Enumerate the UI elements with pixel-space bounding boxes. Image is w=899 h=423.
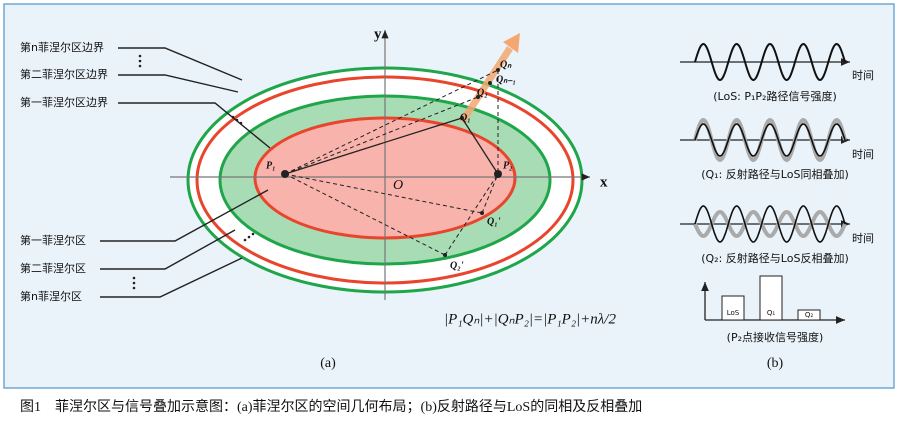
- bar: [797, 309, 821, 321]
- bar-label: Q₁: [767, 309, 776, 317]
- qn-label: Qₙ: [500, 59, 512, 70]
- qn-1-label: Qₙ₋₁: [496, 74, 516, 85]
- left-label: 第二菲涅尔区边界: [20, 67, 108, 81]
- wave: [694, 42, 846, 82]
- wave-caption: (Q₂: 反射路径与LoS反相叠加): [701, 251, 849, 265]
- left-label: 第一菲涅尔区: [20, 233, 86, 247]
- waves: [680, 42, 850, 243]
- panel-b-label: (b): [767, 356, 784, 371]
- origin-label: O: [393, 178, 403, 193]
- wave: [694, 205, 846, 243]
- x-label: x: [600, 174, 608, 190]
- bar: [721, 295, 745, 321]
- p2-dot: [494, 170, 502, 178]
- p2-label: P₂: [503, 160, 513, 171]
- time-label: 时间: [852, 69, 874, 82]
- time-label: 时间: [852, 232, 874, 245]
- p1-dot: [281, 170, 289, 178]
- direction-arrowhead: [503, 33, 520, 53]
- time-label: 时间: [852, 148, 874, 161]
- wave: [693, 209, 847, 239]
- paths: [284, 69, 499, 256]
- q2-label: Q₂: [477, 87, 488, 98]
- figure-caption: 图1 菲涅尔区与信号叠加示意图：(a)菲涅尔区的空间几何布局；(b)反射路径与L…: [20, 398, 642, 415]
- bar-label: Q₂: [805, 311, 814, 319]
- wave: [693, 117, 847, 163]
- q-dots: [443, 68, 500, 257]
- bar: [759, 275, 783, 321]
- left-label: 第n菲涅尔区: [20, 289, 82, 303]
- formula: |P₁Qₙ|+|QₙP₂|=|P₁P₂|+nλ/2: [444, 311, 616, 327]
- wave: [694, 123, 846, 157]
- wave-caption: (Q₁: 反射路径与LoS同相叠加): [701, 167, 849, 181]
- direction-arrow: [459, 46, 513, 124]
- ellipsis-dots: [132, 54, 255, 290]
- bar-label: LoS: [727, 309, 740, 317]
- panel-a-label: (a): [320, 356, 336, 371]
- q1-label: Q₁: [460, 112, 471, 123]
- leader-lines: [100, 47, 271, 298]
- q2p-label: Q₂': [450, 260, 464, 271]
- left-label: 第一菲涅尔区边界: [20, 95, 108, 109]
- wave-caption: (LoS: P₁P₂路径信号强度): [713, 89, 837, 103]
- p1-label: P₁: [266, 160, 276, 171]
- left-label: 第n菲涅尔区边界: [20, 40, 104, 54]
- q1p-label: Q₁': [487, 216, 501, 227]
- left-label: 第二菲涅尔区: [20, 261, 86, 275]
- y-label: y: [374, 26, 382, 42]
- bar-caption: (P₂点接收信号强度): [727, 330, 824, 344]
